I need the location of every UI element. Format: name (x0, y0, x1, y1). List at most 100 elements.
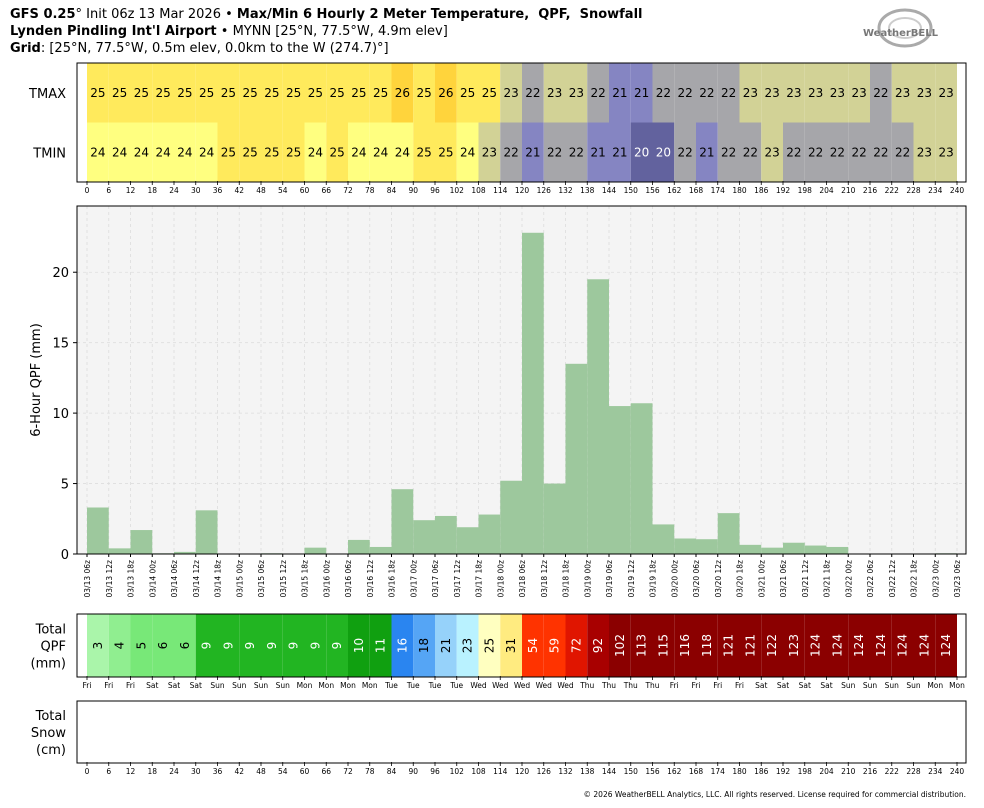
temp-cell (391, 63, 414, 123)
total-cell (913, 614, 936, 677)
x-tick-label: 72 (343, 767, 353, 776)
temp-label: 23 (938, 145, 953, 159)
bar (565, 363, 588, 554)
total-label: 9 (330, 642, 344, 650)
bar (826, 546, 849, 554)
total-label: 9 (221, 642, 235, 650)
temp-cell (739, 122, 762, 182)
total-cell (282, 614, 305, 677)
y-tick-label: 15 (52, 337, 69, 352)
x-tick-label: Mon (340, 681, 356, 690)
x-tick-label: 6 (106, 767, 111, 776)
x-tick-label: 03/13 06z (83, 560, 92, 598)
temp-cell (630, 122, 653, 182)
x-tick-label: 54 (278, 767, 288, 776)
x-tick-label: 03/13 12z (105, 560, 114, 598)
grid-bold: Grid (10, 41, 41, 56)
x-tick-label: Fri (83, 681, 92, 690)
x-tick-label: Fri (713, 681, 722, 690)
x-tick-label: 03/21 06z (779, 560, 788, 598)
x-tick-label: 6 (106, 186, 111, 195)
bar (108, 548, 131, 554)
x-tick-label: 03/20 06z (692, 560, 701, 598)
total-cell (717, 614, 740, 677)
temp-label: 26 (395, 86, 410, 100)
temp-label: 25 (329, 86, 344, 100)
panel-label: Snow (31, 726, 66, 741)
x-tick-label: 24 (169, 186, 179, 195)
x-tick-label: 198 (798, 767, 813, 776)
panel-frame (76, 62, 967, 183)
temp-label: 23 (895, 86, 910, 100)
temp-cell (522, 122, 544, 182)
temp-cell (108, 63, 131, 123)
total-cell (696, 614, 718, 677)
temp-label: 23 (808, 86, 823, 100)
x-tick-label: 96 (430, 186, 440, 195)
total-label: 123 (787, 634, 801, 657)
bar (587, 279, 609, 554)
total-cell (674, 614, 696, 677)
x-tick-label: Sun (232, 681, 247, 690)
logo-text: WeatherBELL (863, 28, 939, 39)
temp-cell (87, 122, 109, 182)
temp-cell (543, 122, 566, 182)
x-tick-label: 216 (863, 186, 878, 195)
x-tick-label: 228 (906, 767, 921, 776)
x-tick-label: 03/19 12z (627, 560, 636, 598)
total-label: 18 (417, 638, 431, 653)
temp-label: 26 (438, 86, 453, 100)
total-cell (565, 614, 588, 677)
temp-cell (609, 122, 631, 182)
x-tick-label: 180 (732, 767, 747, 776)
total-cell (522, 614, 544, 677)
x-tick-label: 144 (602, 767, 617, 776)
total-cell (217, 614, 240, 677)
total-cell (348, 614, 370, 677)
x-tick-label: 03/14 06z (170, 560, 179, 598)
temp-cell (478, 63, 501, 123)
x-tick-label: Wed (492, 681, 509, 690)
bar (87, 507, 109, 554)
x-tick-label: 102 (450, 186, 465, 195)
temp-cell (174, 122, 196, 182)
bar (348, 539, 370, 554)
total-label: 9 (308, 642, 322, 650)
bar (674, 538, 696, 554)
x-tick-label: 174 (711, 767, 726, 776)
bar (522, 232, 544, 554)
footer: © 2026 WeatherBELL Analytics, LLC. All r… (584, 790, 966, 799)
total-label: 11 (374, 638, 388, 653)
temp-cell (652, 63, 675, 123)
temp-cell (348, 122, 370, 182)
x-tick-label: 186 (754, 186, 769, 195)
bar (804, 545, 827, 554)
x-tick-label: 03/19 00z (583, 560, 592, 598)
x-tick-label: 234 (928, 767, 943, 776)
temp-cell (674, 122, 696, 182)
temp-label: 22 (677, 86, 692, 100)
bar (435, 515, 457, 554)
x-tick-label: Sun (906, 681, 921, 690)
total-cell (130, 614, 153, 677)
temp-label: 22 (569, 145, 584, 159)
total-cell (108, 614, 131, 677)
x-tick-label: 0 (85, 767, 90, 776)
x-tick-label: 48 (256, 767, 266, 776)
temp-label: 23 (503, 86, 518, 100)
x-tick-label: 03/18 12z (540, 560, 549, 598)
temp-cell (739, 63, 762, 123)
x-tick-label: 36 (213, 767, 223, 776)
temp-label: 22 (721, 145, 736, 159)
temp-cell (195, 122, 218, 182)
x-tick-label: 42 (234, 186, 244, 195)
total-label: 9 (265, 642, 279, 650)
x-tick-label: 144 (602, 186, 617, 195)
total-cell (543, 614, 566, 677)
temp-label: 24 (112, 145, 127, 159)
temp-label: 23 (547, 86, 562, 100)
x-tick-label: 156 (645, 186, 660, 195)
temp-label: 20 (656, 145, 671, 159)
x-tick-label: 240 (950, 186, 965, 195)
